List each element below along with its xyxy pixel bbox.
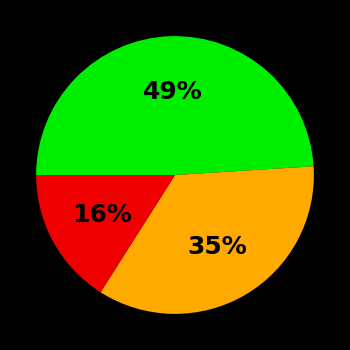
Text: 49%: 49% [142,80,202,104]
Wedge shape [100,166,314,314]
Text: 35%: 35% [188,235,247,259]
Wedge shape [36,175,175,292]
Text: 16%: 16% [72,203,132,227]
Wedge shape [36,36,314,175]
